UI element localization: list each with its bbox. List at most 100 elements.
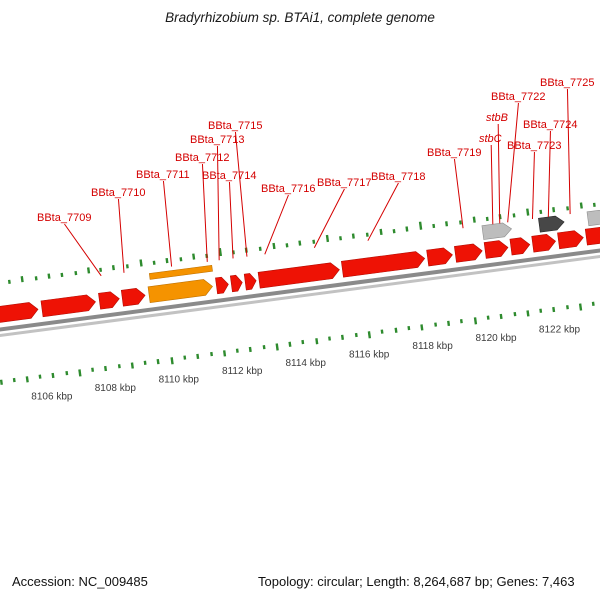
genome-tick bbox=[315, 338, 319, 345]
scale-label: 8112 kbp bbox=[222, 366, 263, 377]
genome-tick bbox=[392, 229, 396, 234]
gene-arrow[interactable] bbox=[0, 301, 39, 326]
leader-line bbox=[490, 144, 494, 225]
genome-track bbox=[0, 202, 600, 385]
genome-tick bbox=[566, 206, 570, 211]
genome-tick bbox=[365, 232, 369, 237]
gene-label[interactable]: stbB bbox=[486, 112, 508, 124]
genome-tick bbox=[0, 379, 3, 385]
genome-tick bbox=[354, 332, 358, 338]
genome-tick bbox=[170, 357, 174, 365]
gene-arrow[interactable] bbox=[120, 287, 146, 307]
scale-label: 8106 kbp bbox=[31, 391, 73, 402]
leader-line bbox=[201, 163, 208, 262]
gene-label[interactable]: BBta_7714 bbox=[202, 170, 256, 182]
genome-tick bbox=[38, 374, 42, 379]
gene-arrow[interactable] bbox=[229, 274, 243, 293]
genome-tick bbox=[47, 273, 51, 279]
gene-arrow[interactable] bbox=[531, 233, 557, 253]
genome-tick bbox=[74, 270, 78, 276]
scale-label: 8120 kbp bbox=[475, 333, 517, 344]
genome-tick bbox=[165, 257, 169, 264]
gene-label[interactable]: BBta_7710 bbox=[91, 187, 145, 199]
gene-arrow[interactable] bbox=[243, 273, 257, 291]
genome-tick bbox=[407, 325, 411, 331]
leader-line bbox=[162, 180, 173, 267]
gene-arrow[interactable] bbox=[215, 276, 229, 295]
genome-tick bbox=[86, 267, 91, 274]
gene-arrow[interactable] bbox=[40, 294, 97, 318]
gene-arrow[interactable] bbox=[257, 262, 340, 289]
gene-arrow[interactable] bbox=[341, 251, 426, 278]
genome-tick bbox=[152, 260, 156, 265]
genome-tick bbox=[340, 334, 344, 340]
genome-tick bbox=[275, 343, 279, 351]
genome-tick bbox=[328, 336, 331, 341]
gene-arrow[interactable] bbox=[586, 208, 600, 227]
gene-label[interactable]: BBta_7718 bbox=[371, 171, 425, 183]
genome-tick bbox=[78, 369, 82, 377]
genome-tick bbox=[25, 376, 29, 383]
genome-tick bbox=[235, 348, 239, 353]
genome-tick bbox=[111, 265, 115, 271]
gene-label[interactable]: BBta_7712 bbox=[175, 152, 229, 164]
genome-tick bbox=[65, 370, 69, 376]
gene-label[interactable]: BBta_7716 bbox=[261, 183, 315, 195]
genome-tick bbox=[12, 377, 16, 383]
scale-label: 8108 kbp bbox=[95, 383, 137, 394]
genome-tick bbox=[445, 221, 449, 227]
genome-tick bbox=[526, 310, 530, 317]
gene-label[interactable]: BBta_7725 bbox=[540, 77, 594, 89]
gene-arrow[interactable] bbox=[483, 240, 509, 259]
genome-tick bbox=[99, 267, 103, 272]
scale-label: 8110 kbp bbox=[159, 375, 200, 386]
genome-tick bbox=[394, 327, 398, 333]
genome-tick bbox=[432, 223, 436, 229]
genome-tick bbox=[117, 364, 121, 369]
genome-tick bbox=[473, 317, 478, 325]
gene-label[interactable]: BBta_7723 bbox=[507, 140, 561, 152]
genome-tick bbox=[91, 367, 95, 372]
genome-tick bbox=[125, 264, 129, 269]
genome-tick bbox=[420, 324, 424, 331]
genome-tick bbox=[459, 220, 462, 225]
leader-line bbox=[507, 102, 519, 223]
gene-arrow[interactable] bbox=[147, 278, 214, 303]
genome-tick bbox=[196, 353, 200, 360]
genome-tick bbox=[339, 236, 342, 241]
status-bar: Accession: NC_009485 Topology: circular;… bbox=[0, 572, 600, 594]
genome-tick bbox=[179, 257, 183, 262]
genome-tick bbox=[472, 216, 476, 223]
gene-label[interactable]: BBta_7722 bbox=[491, 91, 545, 103]
gene-arrow[interactable] bbox=[454, 243, 483, 263]
gene-arrow[interactable] bbox=[557, 230, 584, 250]
gene-arrow[interactable] bbox=[538, 215, 565, 233]
leader-line bbox=[453, 158, 464, 229]
gene-arrow[interactable] bbox=[509, 237, 531, 256]
gene-label[interactable]: BBta_7709 bbox=[37, 212, 91, 224]
backbone-shadow-line bbox=[0, 248, 600, 342]
gene-arrow[interactable] bbox=[426, 247, 454, 267]
genome-tick bbox=[34, 276, 38, 281]
genome-tick bbox=[312, 239, 316, 244]
gene-arrow[interactable] bbox=[481, 222, 513, 240]
gene-label[interactable]: BBta_7711 bbox=[136, 169, 190, 181]
gene-label[interactable]: BBta_7724 bbox=[523, 119, 577, 131]
gene-label[interactable]: BBta_7715 bbox=[208, 120, 262, 132]
leader-line bbox=[497, 123, 501, 224]
leader-line bbox=[566, 88, 571, 215]
gene-label[interactable]: BBta_7719 bbox=[427, 147, 481, 159]
gene-arrow[interactable] bbox=[584, 226, 600, 246]
gene-label[interactable]: BBta_7717 bbox=[317, 177, 371, 189]
genome-tick bbox=[579, 202, 583, 209]
genome-tick bbox=[512, 213, 516, 218]
gene-label[interactable]: stbC bbox=[479, 133, 502, 145]
genome-tick bbox=[539, 209, 543, 215]
feature-bar[interactable] bbox=[148, 264, 213, 280]
genome-tick bbox=[258, 246, 262, 251]
genome-tick bbox=[298, 240, 302, 246]
leader-line bbox=[228, 181, 234, 259]
gene-arrow[interactable] bbox=[98, 291, 120, 310]
gene-label[interactable]: BBta_7713 bbox=[190, 134, 244, 146]
